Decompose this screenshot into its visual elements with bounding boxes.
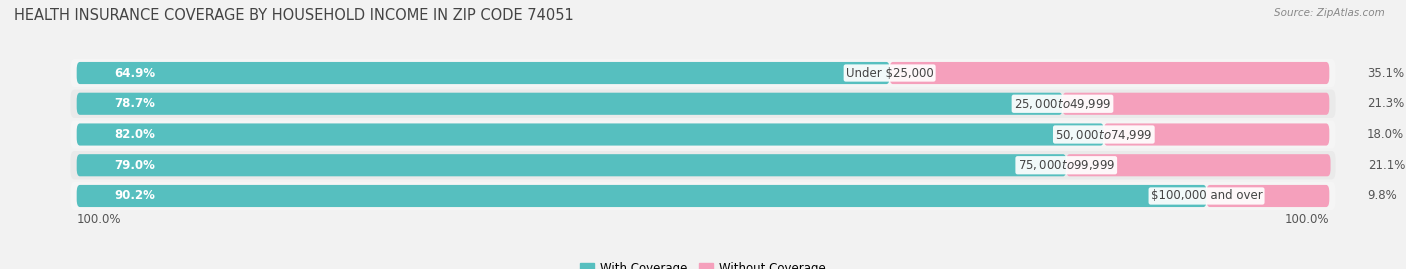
FancyBboxPatch shape xyxy=(70,151,1336,179)
Text: 35.1%: 35.1% xyxy=(1367,66,1405,80)
FancyBboxPatch shape xyxy=(70,59,1336,87)
FancyBboxPatch shape xyxy=(77,62,890,84)
Text: $100,000 and over: $100,000 and over xyxy=(1150,189,1263,203)
Text: 9.8%: 9.8% xyxy=(1367,189,1396,203)
FancyBboxPatch shape xyxy=(77,123,1104,146)
FancyBboxPatch shape xyxy=(890,62,1329,84)
Text: 82.0%: 82.0% xyxy=(114,128,155,141)
Text: Under $25,000: Under $25,000 xyxy=(846,66,934,80)
FancyBboxPatch shape xyxy=(1066,154,1330,176)
FancyBboxPatch shape xyxy=(1063,93,1329,115)
Text: 79.0%: 79.0% xyxy=(114,159,155,172)
FancyBboxPatch shape xyxy=(1104,123,1329,146)
Legend: With Coverage, Without Coverage: With Coverage, Without Coverage xyxy=(575,258,831,269)
Text: 90.2%: 90.2% xyxy=(114,189,155,203)
FancyBboxPatch shape xyxy=(77,154,1066,176)
Text: HEALTH INSURANCE COVERAGE BY HOUSEHOLD INCOME IN ZIP CODE 74051: HEALTH INSURANCE COVERAGE BY HOUSEHOLD I… xyxy=(14,8,574,23)
Text: 78.7%: 78.7% xyxy=(114,97,155,110)
Text: $50,000 to $74,999: $50,000 to $74,999 xyxy=(1054,128,1153,141)
Text: 21.1%: 21.1% xyxy=(1368,159,1406,172)
Text: $75,000 to $99,999: $75,000 to $99,999 xyxy=(1018,158,1115,172)
Text: 64.9%: 64.9% xyxy=(114,66,156,80)
Text: $25,000 to $49,999: $25,000 to $49,999 xyxy=(1014,97,1111,111)
Text: Source: ZipAtlas.com: Source: ZipAtlas.com xyxy=(1274,8,1385,18)
FancyBboxPatch shape xyxy=(1206,185,1329,207)
Text: 100.0%: 100.0% xyxy=(77,213,121,225)
Text: 100.0%: 100.0% xyxy=(1285,213,1329,225)
FancyBboxPatch shape xyxy=(77,185,1206,207)
Text: 18.0%: 18.0% xyxy=(1367,128,1405,141)
Text: 21.3%: 21.3% xyxy=(1367,97,1405,110)
FancyBboxPatch shape xyxy=(77,93,1063,115)
FancyBboxPatch shape xyxy=(70,90,1336,118)
FancyBboxPatch shape xyxy=(70,182,1336,210)
FancyBboxPatch shape xyxy=(70,120,1336,149)
